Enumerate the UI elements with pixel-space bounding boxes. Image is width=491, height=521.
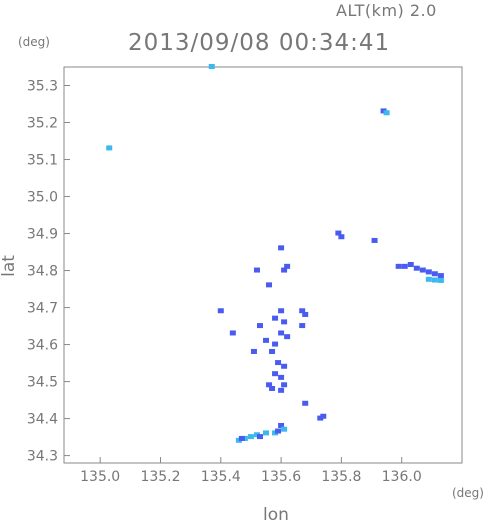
x-axis-ticks: 135.0 135.2 135.4 135.6 135.8 136.0	[80, 457, 422, 485]
y-tick-label: 34.5	[27, 375, 58, 391]
x-tick-label: 135.6	[261, 469, 301, 485]
echo-point	[413, 265, 420, 271]
echo-point	[217, 308, 224, 314]
y-tick-label: 35.0	[27, 190, 58, 206]
echo-point	[302, 311, 309, 317]
echo-point	[338, 234, 345, 240]
echo-point	[256, 323, 263, 329]
echo-point	[395, 263, 402, 269]
echo-point	[431, 271, 438, 277]
echo-point	[419, 267, 426, 273]
plot-frame	[63, 66, 463, 464]
x-unit-label: (deg)	[452, 486, 484, 500]
echo-point	[275, 428, 282, 434]
echo-point	[281, 363, 288, 369]
echo-point	[263, 337, 270, 343]
echo-point	[407, 262, 414, 267]
echo-point	[106, 145, 113, 151]
altitude-label: ALT(km) 2.0	[336, 1, 437, 20]
echo-point	[425, 276, 432, 282]
echo-point	[278, 387, 285, 393]
y-tick-label: 34.6	[27, 338, 58, 354]
echo-point	[253, 432, 260, 438]
echo-point	[431, 277, 438, 283]
y-tick-label: 34.3	[27, 449, 58, 465]
echo-point	[247, 434, 254, 440]
echo-point	[208, 64, 215, 69]
y-tick-label: 34.9	[27, 227, 58, 243]
echo-point	[250, 348, 257, 354]
echo-point	[266, 382, 273, 388]
echo-point	[284, 334, 291, 340]
echo-point	[278, 422, 285, 428]
echo-point	[256, 434, 263, 440]
echo-point	[281, 382, 288, 388]
y-tick-label: 35.1	[27, 153, 58, 169]
x-tick-label: 135.0	[80, 469, 120, 485]
x-tick-label: 135.4	[201, 469, 241, 485]
echo-point	[383, 110, 390, 116]
echo-point	[266, 282, 273, 288]
echo-point	[272, 315, 279, 321]
echo-point	[253, 267, 260, 273]
echo-point	[272, 430, 279, 436]
echo-point	[278, 330, 285, 336]
echo-point	[278, 245, 285, 251]
echo-point	[275, 360, 282, 366]
echo-point	[320, 413, 327, 419]
echo-point	[371, 237, 378, 243]
y-tick-label: 35.3	[27, 79, 58, 95]
echo-point	[263, 430, 270, 436]
echo-point	[437, 273, 444, 279]
echo-point	[269, 385, 276, 391]
echo-marks	[106, 64, 444, 443]
y-tick-label: 34.8	[27, 264, 58, 280]
timestamp-title: 2013/09/08 00:34:41	[128, 30, 390, 56]
y-unit-label: (deg)	[18, 35, 50, 49]
echo-point	[238, 435, 245, 441]
echo-point	[281, 319, 288, 325]
echo-point	[302, 400, 309, 406]
x-tick-label: 135.2	[140, 469, 180, 485]
echo-point	[241, 435, 248, 441]
echo-point	[284, 263, 291, 269]
echo-point	[401, 263, 408, 269]
echo-point	[380, 108, 387, 114]
y-axis-label: lat	[0, 255, 19, 277]
echo-point	[425, 269, 432, 275]
x-tick-label: 135.8	[321, 469, 361, 485]
echo-point	[278, 308, 285, 314]
echo-point	[278, 374, 285, 380]
echo-point	[281, 426, 288, 432]
echo-point	[235, 437, 242, 443]
echo-point	[317, 415, 324, 421]
y-axis-ticks: 34.3 34.4 34.5 34.6 34.7 34.8 34.9 35.0 35.1 35.2…	[27, 79, 70, 465]
x-axis-label: lon	[263, 505, 289, 521]
echo-point	[281, 267, 288, 273]
x-tick-label: 136.0	[382, 469, 422, 485]
y-tick-label: 34.4	[27, 412, 58, 428]
y-tick-label: 35.2	[27, 116, 58, 132]
echo-point	[272, 371, 279, 377]
echo-point	[299, 308, 306, 314]
echo-point	[299, 323, 306, 329]
echo-point	[272, 341, 279, 347]
echo-point	[437, 277, 444, 283]
y-tick-label: 34.7	[27, 301, 58, 317]
echo-point	[269, 348, 276, 354]
echo-point	[335, 230, 342, 236]
echo-point	[229, 330, 236, 336]
